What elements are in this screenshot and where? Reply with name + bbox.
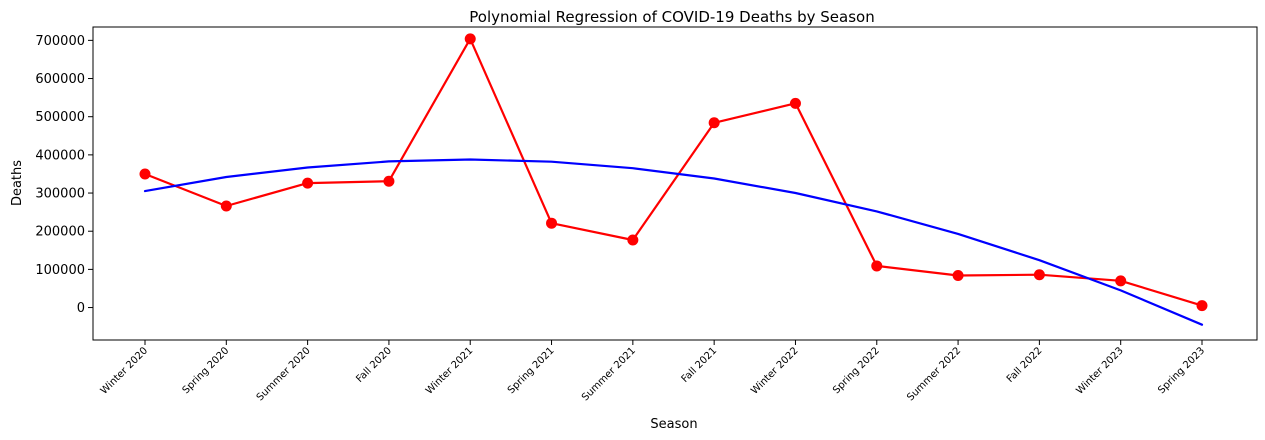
x-tick-label: Winter 2021 [424, 345, 475, 396]
y-tick-label: 400000 [35, 148, 85, 163]
x-tick-label: Spring 2021 [506, 345, 557, 396]
x-tick-label: Winter 2023 [1074, 345, 1125, 396]
y-tick-label: 300000 [35, 187, 85, 202]
data-point [708, 117, 720, 129]
y-axis-label: Deaths [10, 160, 25, 206]
data-point [220, 200, 232, 212]
x-tick-label: Summer 2020 [255, 345, 313, 403]
data-point [546, 217, 558, 229]
data-point [871, 260, 883, 272]
x-tick-label: Summer 2021 [580, 345, 638, 403]
chart-title: Polynomial Regression of COVID-19 Deaths… [469, 8, 874, 26]
x-tick-label: Spring 2022 [831, 345, 882, 396]
x-axis-label: Season [650, 417, 697, 432]
data-point [1115, 275, 1127, 287]
series-line [143, 158, 1204, 326]
series-line [143, 37, 1204, 307]
data-point [789, 97, 801, 109]
y-tick-label: 100000 [35, 263, 85, 278]
x-tick-label: Winter 2020 [99, 345, 150, 396]
y-tick-label: 600000 [35, 72, 85, 87]
y-tick-label: 700000 [35, 34, 85, 49]
data-point [1196, 300, 1208, 312]
x-tick-label: Spring 2023 [1156, 345, 1207, 396]
data-point [952, 269, 964, 281]
data-point [1033, 269, 1045, 281]
plot-area [139, 33, 1208, 326]
plot-frame [92, 26, 1258, 341]
data-point [627, 234, 639, 246]
y-tick-label: 500000 [35, 110, 85, 125]
x-tick-label: Summer 2022 [905, 345, 963, 403]
x-tick-label: Winter 2022 [749, 345, 800, 396]
x-tick-label: Fall 2021 [680, 345, 720, 385]
x-tick-label: Fall 2020 [354, 345, 394, 385]
y-tick-label: 200000 [35, 225, 85, 240]
data-point [464, 33, 476, 45]
data-point [302, 177, 314, 189]
data-point [383, 175, 395, 187]
x-tick-label: Fall 2022 [1005, 345, 1045, 385]
x-tick-label: Spring 2020 [181, 345, 232, 396]
y-tick-label: 0 [77, 301, 85, 316]
data-point [139, 168, 151, 180]
